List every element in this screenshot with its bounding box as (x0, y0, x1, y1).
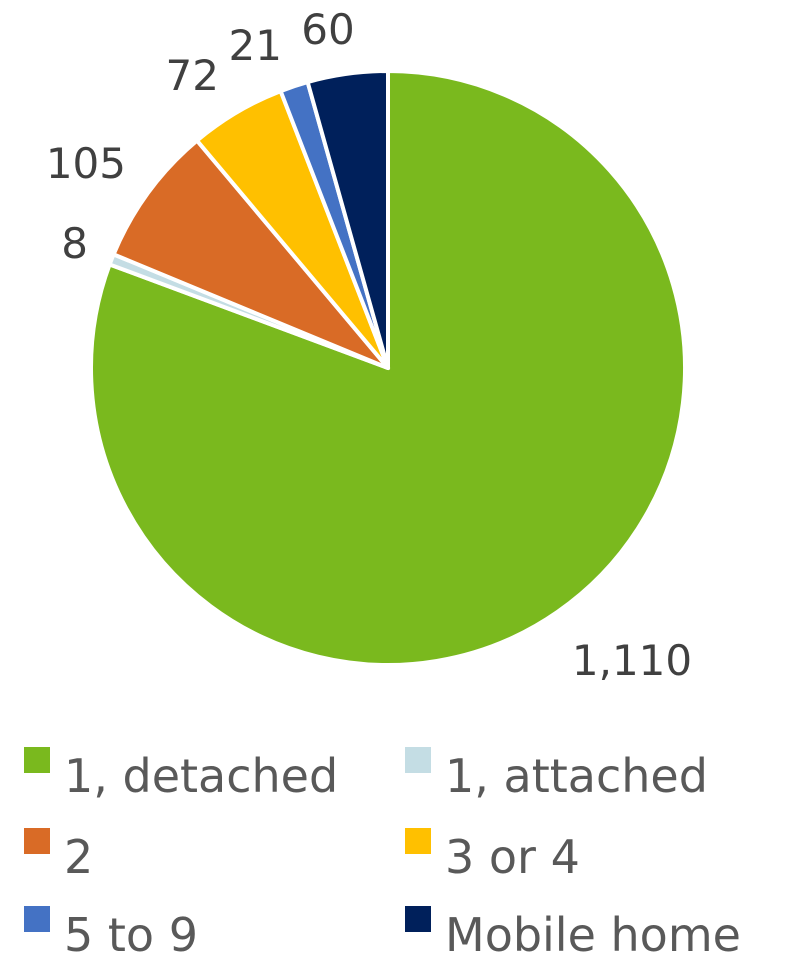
legend-item-1-detached: 1, detached (24, 747, 338, 803)
legend-swatch-2 (24, 828, 50, 854)
data-label-5-to-9: 21 (229, 21, 282, 70)
legend-item-3-or-4: 3 or 4 (405, 828, 580, 884)
legend-item-mobile-home: Mobile home (405, 906, 741, 962)
legend-item-5-to-9: 5 to 9 (24, 906, 198, 962)
pie-slice-mobile-home (305, 69, 390, 370)
data-label-2: 105 (46, 139, 126, 188)
legend-label-1-detached: 1, detached (64, 749, 338, 803)
legend-swatch-1-detached (24, 747, 50, 773)
pie-slice-2 (111, 138, 390, 370)
legend-item-1-attached: 1, attached (405, 747, 708, 803)
slices-layer (89, 69, 687, 667)
legend-label-3-or-4: 3 or 4 (445, 830, 580, 884)
data-label-1-detached: 1,110 (572, 636, 692, 685)
legend-label-mobile-home: Mobile home (445, 908, 741, 962)
legend-swatch-1-attached (405, 747, 431, 773)
legend-label-5-to-9: 5 to 9 (64, 908, 198, 962)
legend-label-1-attached: 1, attached (445, 749, 708, 803)
legend-swatch-mobile-home (405, 906, 431, 932)
legend-label-2: 2 (64, 830, 93, 884)
data-label-3-or-4: 72 (166, 51, 219, 100)
data-label-mobile-home: 60 (301, 5, 354, 54)
legend: 1, detached 1, attached 2 3 or 4 5 to 9 Mobil… (24, 747, 741, 962)
legend-item-2: 2 (24, 828, 93, 884)
legend-swatch-3-or-4 (405, 828, 431, 854)
legend-swatch-5-to-9 (24, 906, 50, 932)
data-label-1-attached: 8 (61, 219, 88, 268)
